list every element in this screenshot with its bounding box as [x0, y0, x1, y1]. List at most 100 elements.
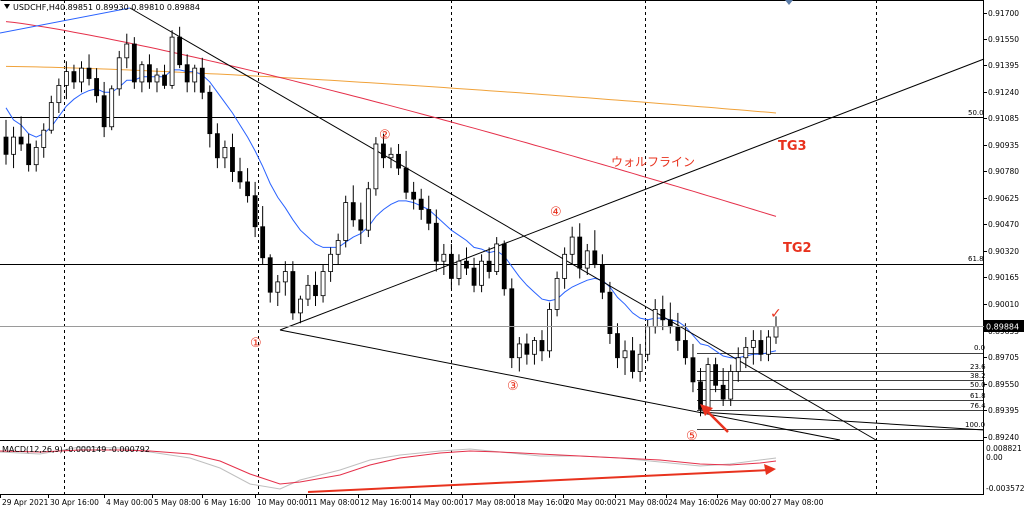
time-label: 11 May 08:00 [308, 498, 360, 507]
fib-small-0: 0.0 [974, 344, 985, 352]
candle [705, 357, 711, 413]
candle [320, 264, 326, 303]
candle [743, 337, 749, 369]
macd-tick-top: 0.008821 [986, 444, 1022, 453]
fib-small-100: 100.0 [965, 421, 985, 429]
candle [479, 254, 484, 293]
point-2-label: ② [379, 128, 391, 143]
candle [11, 126, 16, 169]
trendline [279, 329, 841, 441]
shift-marker-icon[interactable] [785, 0, 793, 5]
candle [615, 323, 620, 369]
candle [147, 54, 152, 89]
fib-label-50: 50.0 [968, 109, 984, 117]
candle [184, 54, 190, 93]
candle [154, 68, 160, 93]
price-tick: 0.90320 [988, 247, 1019, 256]
candle [116, 50, 122, 96]
time-label: 18 May 16:00 [516, 498, 568, 507]
candle [139, 61, 145, 93]
candle [222, 140, 228, 169]
point-5-label: ⑤ [686, 429, 698, 444]
candle [177, 26, 183, 69]
candle [418, 188, 424, 220]
price-tick: 0.90625 [988, 194, 1019, 203]
candle [365, 181, 371, 238]
candle [637, 343, 643, 382]
time-label: 30 Apr 16:00 [50, 498, 99, 507]
candle [48, 95, 54, 134]
fib-small-236: 23.6 [970, 363, 986, 371]
candle [237, 157, 243, 189]
candle [577, 223, 583, 279]
candle [592, 230, 598, 269]
candle [448, 243, 454, 289]
macd-signal-line [0, 449, 777, 485]
price-tick: 0.91700 [988, 9, 1019, 18]
candle [267, 254, 273, 303]
fib-small-618: 61.8 [970, 392, 986, 400]
candle [607, 281, 613, 344]
candle [713, 357, 719, 393]
candle [509, 278, 515, 369]
candle [630, 337, 635, 379]
time-label: 26 May 00:00 [719, 498, 771, 507]
candle [162, 64, 167, 89]
current-price-label: 0.89884 [986, 323, 1019, 332]
candle [328, 247, 334, 282]
candle [456, 254, 462, 286]
candle [720, 368, 726, 406]
time-label: 12 May 16:00 [360, 498, 412, 507]
annotations: ① ② ③ ④ ⑤ ウォルフライン TG3 TG2 ✓ [250, 128, 812, 444]
time-label: 6 May 16:00 [204, 498, 251, 507]
candle [26, 133, 32, 172]
candle [524, 333, 530, 365]
candle [441, 243, 447, 275]
time-label: 29 Apr 2021 [2, 498, 49, 507]
macd-panel: MACD(12,26,9) -0.000149 -0.000792 0.0088… [2, 444, 1024, 493]
time-label: 10 May 00:00 [257, 498, 309, 507]
tg3-label: TG3 [778, 139, 807, 154]
price-tick: 0.89395 [988, 406, 1019, 415]
price-tick: 0.91085 [988, 114, 1019, 123]
candle [192, 64, 198, 93]
symbol-timeframe: USDCHF,H4 [13, 3, 60, 12]
tg2-label: TG2 [783, 241, 812, 256]
candle [109, 85, 115, 131]
candle [426, 195, 432, 231]
collapse-triangle-icon[interactable] [4, 4, 10, 9]
candle [252, 181, 258, 238]
candle [41, 123, 47, 158]
candle [33, 140, 39, 172]
time-label: 21 May 08:00 [617, 498, 669, 507]
candle [290, 261, 296, 320]
candle [584, 243, 590, 275]
time-label: 5 May 08:00 [154, 498, 201, 507]
candle [766, 330, 771, 362]
candle [562, 247, 568, 289]
price-tick: 0.89240 [988, 433, 1019, 442]
candle [698, 368, 703, 417]
time-label: 4 May 00:00 [106, 498, 153, 507]
candle [373, 137, 379, 196]
candle [381, 133, 386, 169]
candle [3, 119, 9, 165]
candle [56, 78, 62, 113]
trendlines [129, 7, 985, 441]
point-4-label: ④ [550, 205, 562, 220]
trendline [279, 58, 985, 331]
candle [539, 330, 545, 362]
time-label: 20 May 00:00 [565, 498, 617, 507]
candle [298, 295, 303, 324]
candle [660, 295, 666, 331]
price-tick: 0.90165 [988, 273, 1019, 282]
candle [313, 271, 318, 307]
wolfe-line-label: ウォルフライン [611, 155, 695, 169]
candle [396, 143, 401, 176]
candle [124, 33, 130, 69]
fib-small-764: 76.4 [970, 402, 986, 410]
candle [750, 330, 756, 365]
candle [388, 147, 394, 169]
price-tick: 0.91395 [988, 61, 1019, 70]
